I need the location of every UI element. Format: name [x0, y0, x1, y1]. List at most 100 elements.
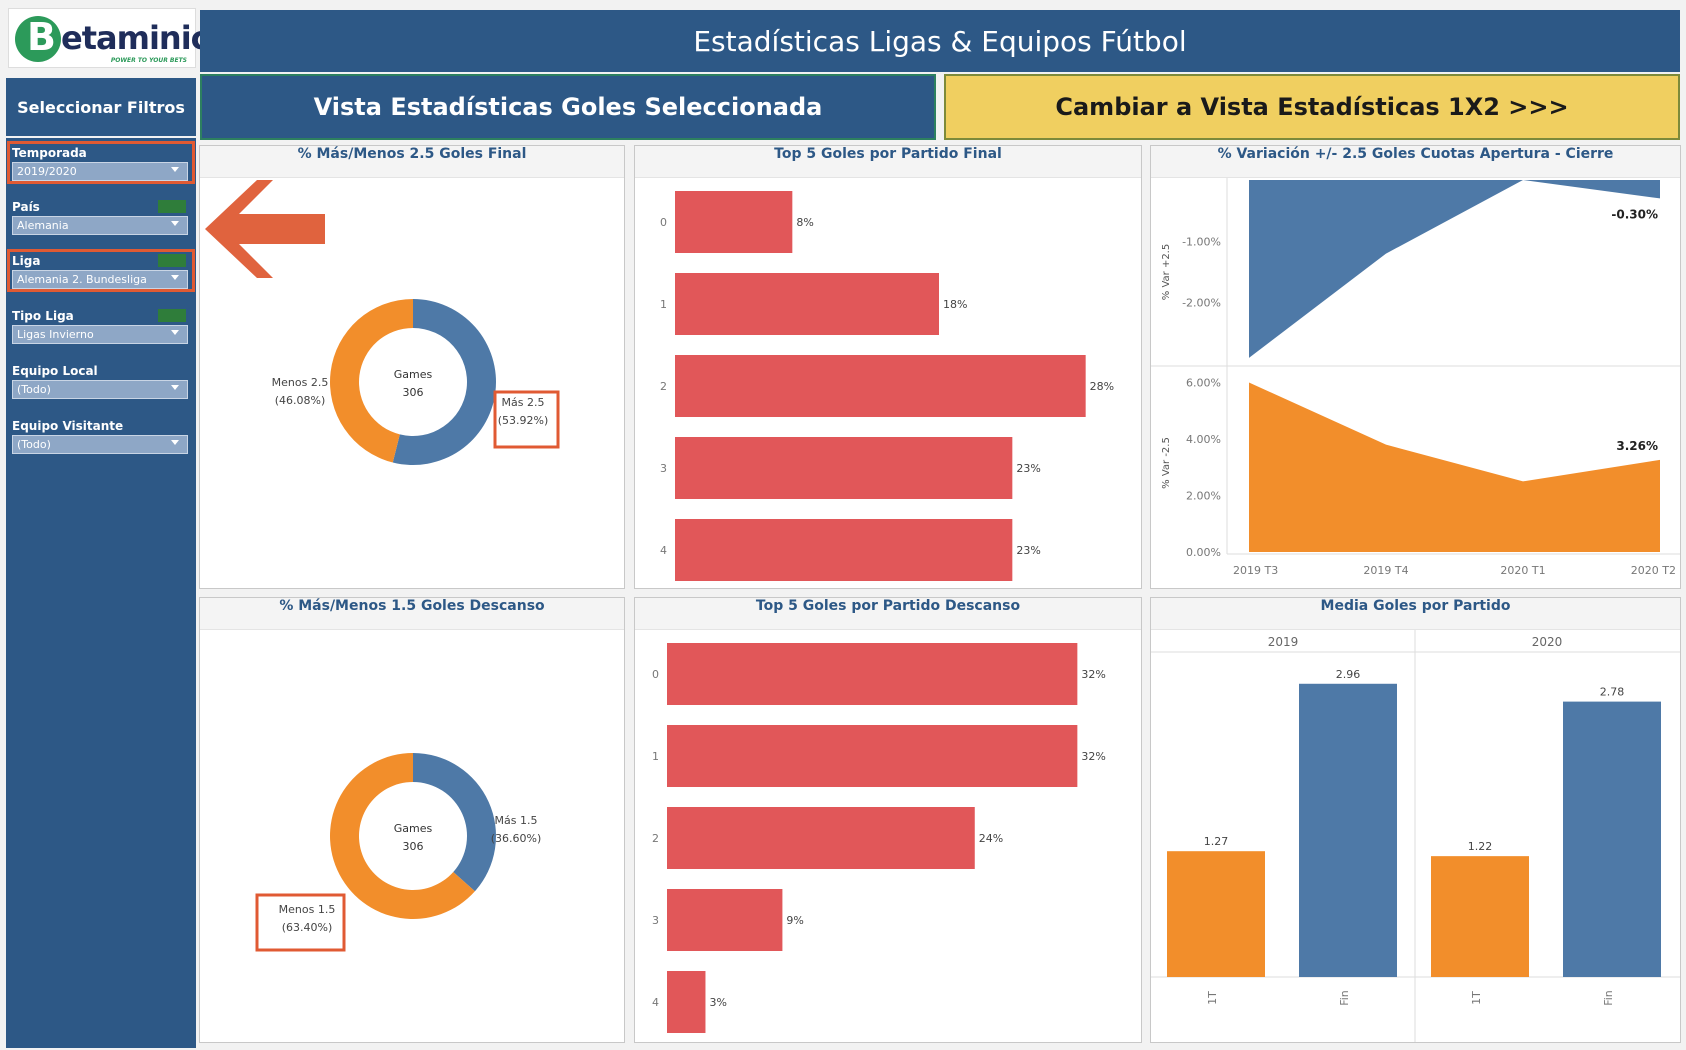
x-tick-label: 1T [1206, 991, 1219, 1005]
logo-mark-icon [15, 16, 61, 62]
filter-label: Temporada [12, 146, 87, 160]
equipo-visitante-dropdown[interactable]: (Todo) [12, 435, 188, 454]
highlight-box [255, 893, 346, 952]
panel-area-var: % Variación +/- 2.5 Goles Cuotas Apertur… [1150, 145, 1681, 589]
bar-value-label: 23% [1016, 544, 1040, 557]
y-tick-label: 2.00% [1186, 489, 1221, 502]
x-tick-label: 2020 T1 [1500, 564, 1545, 577]
logo-name: etaminic [61, 19, 210, 57]
bar-value-label: 8% [796, 216, 813, 229]
bar-category-label: 2 [660, 380, 667, 393]
filter-status-icon [158, 200, 186, 213]
switch-view-1x2-button[interactable]: Cambiar a Vista Estadísticas 1X2 >>> [944, 74, 1680, 140]
chevron-down-icon [171, 385, 179, 390]
filter-label: Equipo Local [12, 364, 98, 378]
bar-category-label: 2 [652, 832, 659, 845]
bar-category-label: 4 [652, 996, 659, 1009]
y-tick-label: 0.00% [1186, 546, 1221, 559]
liga-dropdown[interactable]: Alemania 2. Bundesliga [12, 270, 188, 289]
bar-0 [667, 643, 1078, 705]
chart-title: % Más/Menos 2.5 Goles Final [200, 146, 624, 178]
filter-label: Equipo Visitante [12, 419, 124, 433]
donut-slice-label: (46.08%) [275, 394, 326, 407]
area-end-label: -0.30% [1611, 207, 1658, 221]
x-tick-label: Fin [1602, 990, 1615, 1006]
bar-chart-descanso: 0 32% 1 32% 2 24% 3 9% 4 3% [652, 643, 1106, 1033]
donut-chart-25: Games 306 Más 2.5 (53.92%) Menos 2.5 (46.08%) [272, 299, 560, 465]
donut-slice-label: (53.92%) [498, 414, 549, 427]
pais-dropdown[interactable]: Alemania [12, 216, 188, 235]
bar-value-label: 2.96 [1336, 668, 1361, 681]
bar-value-label: 28% [1090, 380, 1114, 393]
area-series-0 [1249, 180, 1660, 358]
chevron-down-icon [171, 330, 179, 335]
bar-category-label: 1 [660, 298, 667, 311]
donut-slice-name: Más 2.5 [502, 396, 545, 409]
bar-value-label: 18% [943, 298, 967, 311]
bar-2 [675, 355, 1086, 417]
donut-slice-name: Menos 1.5 [279, 903, 336, 916]
donut-slice-label: (63.40%) [282, 921, 333, 934]
bar-2019-fin [1299, 683, 1397, 977]
y-tick-label: -2.00% [1182, 297, 1221, 310]
filter-label: Tipo Liga [12, 309, 74, 323]
betaminic-logo: B etaminic POWER TO YOUR BETS [8, 8, 210, 68]
filters-sidebar: Seleccionar Filtros Temporada 2019/2020 … [6, 78, 196, 1048]
chart-title: Top 5 Goles por Partido Final [635, 146, 1141, 178]
filters-title: Seleccionar Filtros [6, 78, 196, 138]
chart-title: Media Goles por Partido [1151, 598, 1680, 630]
filter-temporada: Temporada 2019/2020 [7, 141, 195, 184]
dropdown-value: Ligas Invierno [17, 328, 94, 341]
tipo-liga-dropdown[interactable]: Ligas Invierno [12, 325, 188, 344]
donut-chart-15: Games 306 Más 1.5 (36.60%) Menos 1.5 (63.40%) [255, 753, 542, 952]
y-axis-title: % Var -2.5 [1161, 437, 1172, 489]
bar-category-label: 3 [652, 914, 659, 927]
donut-slice-name: Menos 2.5 [272, 376, 329, 389]
chart-title: % Variación +/- 2.5 Goles Cuotas Apertur… [1151, 146, 1680, 178]
bar-2020-1t [1431, 856, 1529, 977]
view-goles-button[interactable]: Vista Estadísticas Goles Seleccionada [200, 74, 936, 140]
area-chart-variacion: -1.00% -2.00% -0.30% % Var +2.5 0.00% 2.00% 4.… [1151, 178, 1680, 577]
bar-chart-media-goles: 2019 1.27 1T 2.96 Fin 2020 1.22 1T 2.78 Fin [1151, 630, 1680, 1042]
filter-liga: Liga Alemania 2. Bundesliga [7, 249, 195, 292]
equipo-local-dropdown[interactable]: (Todo) [12, 380, 188, 399]
donut-center-value: 306 [403, 386, 424, 399]
x-tick-label: 2020 T2 [1631, 564, 1676, 577]
bar-4 [667, 971, 706, 1033]
chevron-down-icon [171, 440, 179, 445]
chart-title: Top 5 Goles por Partido Descanso [635, 598, 1141, 630]
bar-value-label: 32% [1081, 750, 1105, 763]
arrow-left-icon [205, 180, 325, 278]
bar-category-label: 1 [652, 750, 659, 763]
bar-value-label: 3% [709, 996, 726, 1009]
filter-label: Liga [12, 254, 41, 268]
group-header: 2020 [1532, 635, 1563, 649]
area-series-1 [1249, 382, 1660, 552]
bar-3 [675, 437, 1013, 499]
bar-value-label: 24% [979, 832, 1003, 845]
donut-slice-name: Más 1.5 [495, 814, 538, 827]
bar-chart-final: 0 8% 1 18% 2 28% 3 23% 4 23% [660, 191, 1114, 581]
donut-slice-m-s-2-5 [392, 299, 496, 465]
filter-equipo-local: Equipo Local (Todo) [10, 362, 192, 399]
donut-slice-label: (36.60%) [491, 832, 542, 845]
bar-0 [675, 191, 793, 253]
dashboard-title: Estadísticas Ligas & Equipos Fútbol [200, 10, 1680, 72]
filter-label: País [12, 200, 40, 214]
y-axis-title: % Var +2.5 [1161, 244, 1172, 300]
bar-category-label: 0 [652, 668, 659, 681]
logo-tagline: POWER TO YOUR BETS [110, 57, 187, 64]
filter-status-icon [158, 254, 186, 267]
donut-center-value: 306 [403, 840, 424, 853]
chevron-down-icon [171, 275, 179, 280]
temporada-dropdown[interactable]: 2019/2020 [12, 162, 188, 181]
highlight-box [493, 390, 560, 449]
bar-category-label: 0 [660, 216, 667, 229]
x-tick-label: 2019 T3 [1233, 564, 1278, 577]
x-tick-label: Fin [1338, 990, 1351, 1006]
panel-donut-15: % Más/Menos 1.5 Goles Descanso Games 306 M… [199, 597, 625, 1043]
y-tick-label: -1.00% [1182, 235, 1221, 248]
donut-slice-menos-2-5 [329, 299, 413, 463]
filter-status-icon [158, 309, 186, 322]
panel-bars-final: Top 5 Goles por Partido Final 0 8% 1 18% 2 28… [634, 145, 1142, 589]
